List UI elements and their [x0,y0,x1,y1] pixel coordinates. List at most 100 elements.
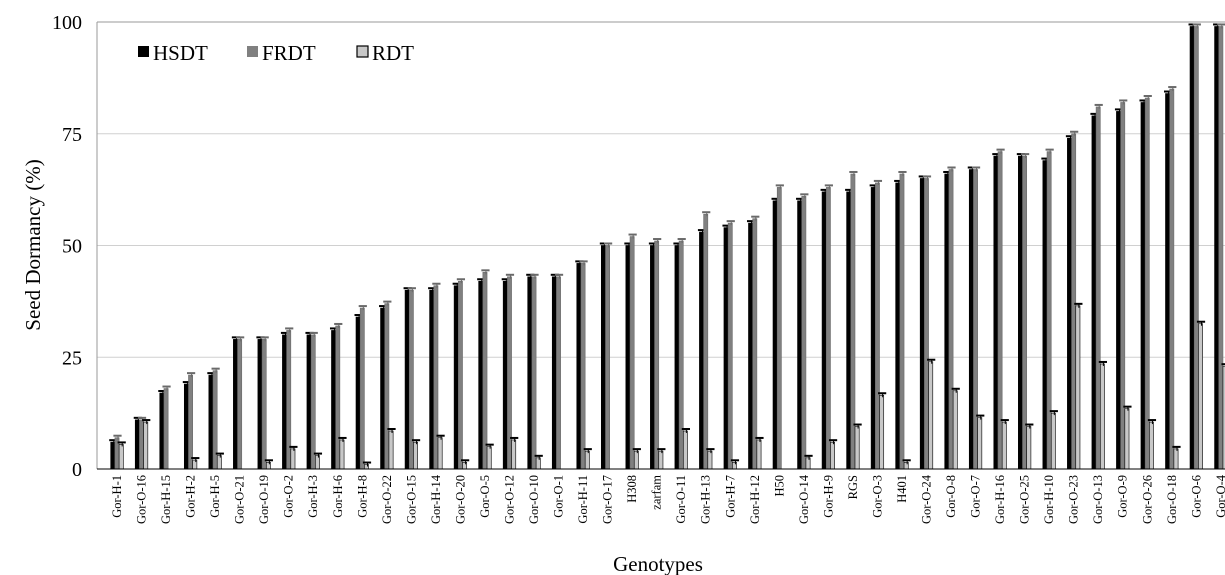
bar-rdt [633,450,639,470]
x-tick-label: Gor-H-11 [576,475,590,524]
x-tick-label: zarfam [650,475,664,510]
bar-rdt [1198,323,1203,470]
bar-rdt [584,450,590,470]
bar-hsdt [1067,137,1072,470]
bar-hsdt [1018,155,1023,470]
bar-frdt [1046,151,1052,470]
x-tick-label: Gor-O-23 [1067,475,1081,524]
bar-rdt [388,430,394,470]
legend-label-rdt: RDT [372,41,414,65]
bar-hsdt [134,419,140,470]
gridlines [96,21,1225,469]
bar-frdt [875,182,880,470]
bar-frdt [924,178,929,470]
bar-hsdt [1165,93,1170,470]
bar-rdt [756,439,762,470]
bar-hsdt [502,280,508,470]
x-tick-label: Gor-H-15 [159,475,173,524]
bar-frdt [605,245,610,470]
x-tick-label: Gor-H-7 [723,475,737,518]
bar-rdt [118,444,124,470]
y-tick-label: 0 [72,459,82,481]
bar-rdt [1100,363,1105,470]
bar-hsdt [723,227,729,470]
legend: HSDT FRDT RDT [138,41,414,65]
bar-rdt [682,430,688,470]
bar-hsdt [772,200,778,470]
bar-hsdt [257,339,263,470]
legend-swatch-rdt [356,45,369,58]
x-tick-label: Gor-H-8 [355,475,369,518]
bar-hsdt [453,285,459,470]
bar-rdt [216,455,222,470]
bar-frdt [825,187,831,470]
bar-frdt [531,276,537,470]
x-tick-label: Gor-H-1 [110,475,124,518]
bar-frdt [261,339,267,470]
bar-hsdt [1042,160,1048,470]
bar-hsdt [993,155,999,470]
bar-frdt [776,187,782,470]
x-tick-label: Gor-O-4 [1214,474,1225,518]
bar-frdt [948,169,954,470]
bar-hsdt [576,263,582,470]
y-tick-label: 50 [62,236,82,258]
legend-label-hsdt: HSDT [153,41,208,65]
bar-rdt [1124,408,1130,470]
x-tick-label: Gor-H-10 [1042,475,1056,524]
x-tick-label: Gor-H-12 [748,475,762,524]
bar-hsdt [674,245,680,470]
bar-frdt [703,213,709,470]
bars-layer [109,23,1225,470]
x-tick-label: Gor-O-6 [1189,475,1203,518]
bar-hsdt [478,280,484,470]
x-tick-label: Gor-H-9 [821,475,835,518]
bar-frdt [1169,88,1175,470]
x-tick-label: H401 [895,475,909,503]
y-tick-label: 100 [52,12,82,34]
x-tick-label: Gor-O-14 [797,474,811,524]
x-tick-labels: Gor-H-1 Gor-O-16 Gor-H-15 Gor-H-2 Gor-H-5 Gor… [110,474,1225,524]
bar-rdt [1149,421,1154,470]
x-tick-label: Gor-H-16 [993,475,1007,524]
x-tick-label: Gor-O-7 [969,475,983,518]
bar-hsdt [846,191,852,470]
bar-hsdt [380,307,386,470]
bar-frdt [335,325,341,470]
bar-frdt [973,169,978,470]
bar-frdt [1193,26,1199,470]
x-tick-label: Gor-H-13 [699,475,713,524]
bar-rdt [143,421,149,470]
bar-frdt [188,374,193,470]
bar-hsdt [600,245,606,470]
x-tick-label: Gor-O-1 [552,475,566,518]
bar-rdt [1075,305,1081,470]
bar-hsdt [1091,115,1097,470]
bar-frdt [237,339,243,470]
x-tick-label: Gor-O-10 [527,475,541,524]
bar-frdt [1120,102,1126,470]
bar-frdt [678,240,684,470]
x-tick-label: Gor-O-11 [674,475,688,524]
bar-hsdt [870,187,876,470]
bar-frdt [997,151,1003,470]
x-tick-label: Gor-O-16 [135,475,149,524]
bar-rdt [511,439,517,470]
bar-hsdt [748,222,753,470]
bar-frdt [801,196,807,470]
bar-frdt [752,218,758,470]
x-tick-label: Gor-O-18 [1165,475,1179,524]
x-tick-label: Gor-H-5 [208,475,222,518]
bar-hsdt [429,289,435,470]
bar-rdt [1001,421,1007,470]
bar-frdt [482,272,488,470]
bar-hsdt [306,334,312,470]
bar-frdt [359,307,365,470]
bar-hsdt [1116,111,1121,470]
bar-frdt [727,222,733,470]
bar-hsdt [527,276,533,470]
bar-hsdt [110,441,116,470]
bar-rdt [413,441,418,470]
bar-rdt [854,426,860,470]
bar-hsdt [650,245,655,470]
